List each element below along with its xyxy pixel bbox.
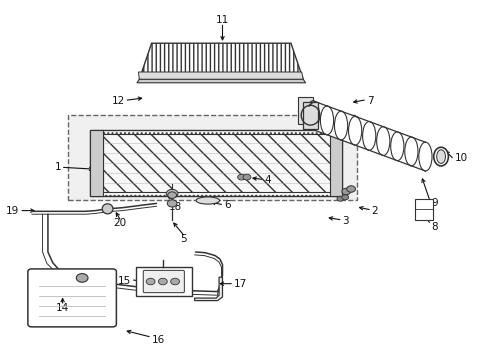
Text: 5: 5 [180,234,186,244]
Text: 13: 13 [316,105,329,115]
Circle shape [166,189,178,198]
Text: 15: 15 [118,276,131,286]
Polygon shape [139,43,303,79]
Polygon shape [312,101,425,171]
Ellipse shape [433,147,447,166]
Text: 17: 17 [233,279,246,289]
FancyBboxPatch shape [136,267,192,296]
Polygon shape [138,72,303,79]
Polygon shape [298,97,312,124]
Circle shape [237,174,245,180]
Polygon shape [303,102,317,129]
Text: 11: 11 [215,15,229,25]
Circle shape [167,192,176,198]
Ellipse shape [436,150,445,163]
Text: 6: 6 [224,200,230,210]
Text: 16: 16 [151,335,164,345]
FancyBboxPatch shape [28,269,116,327]
Circle shape [146,278,155,285]
Text: 2: 2 [371,206,378,216]
Circle shape [170,278,179,285]
Text: 4: 4 [264,175,270,185]
Text: 14: 14 [56,303,69,313]
Polygon shape [137,79,305,83]
FancyBboxPatch shape [329,130,342,196]
Text: 10: 10 [454,153,467,163]
Text: 3: 3 [342,216,348,226]
Text: 8: 8 [430,222,437,232]
Text: 19: 19 [6,206,20,216]
FancyBboxPatch shape [414,199,432,220]
Polygon shape [90,130,342,196]
Circle shape [336,196,343,201]
Text: 9: 9 [430,198,437,208]
Circle shape [243,174,250,180]
Text: 20: 20 [113,218,126,228]
Circle shape [76,274,88,282]
Circle shape [167,200,177,207]
Text: 7: 7 [366,96,373,106]
Polygon shape [194,277,222,301]
Circle shape [158,278,167,285]
FancyBboxPatch shape [143,270,184,293]
Circle shape [346,186,355,192]
Ellipse shape [196,197,219,204]
Text: 12: 12 [111,96,124,106]
FancyBboxPatch shape [90,130,102,196]
Text: 18: 18 [168,202,182,212]
Ellipse shape [102,204,113,214]
Circle shape [341,195,348,200]
FancyBboxPatch shape [68,115,356,200]
Circle shape [341,188,350,195]
Text: 1: 1 [54,162,61,172]
Polygon shape [102,134,331,192]
